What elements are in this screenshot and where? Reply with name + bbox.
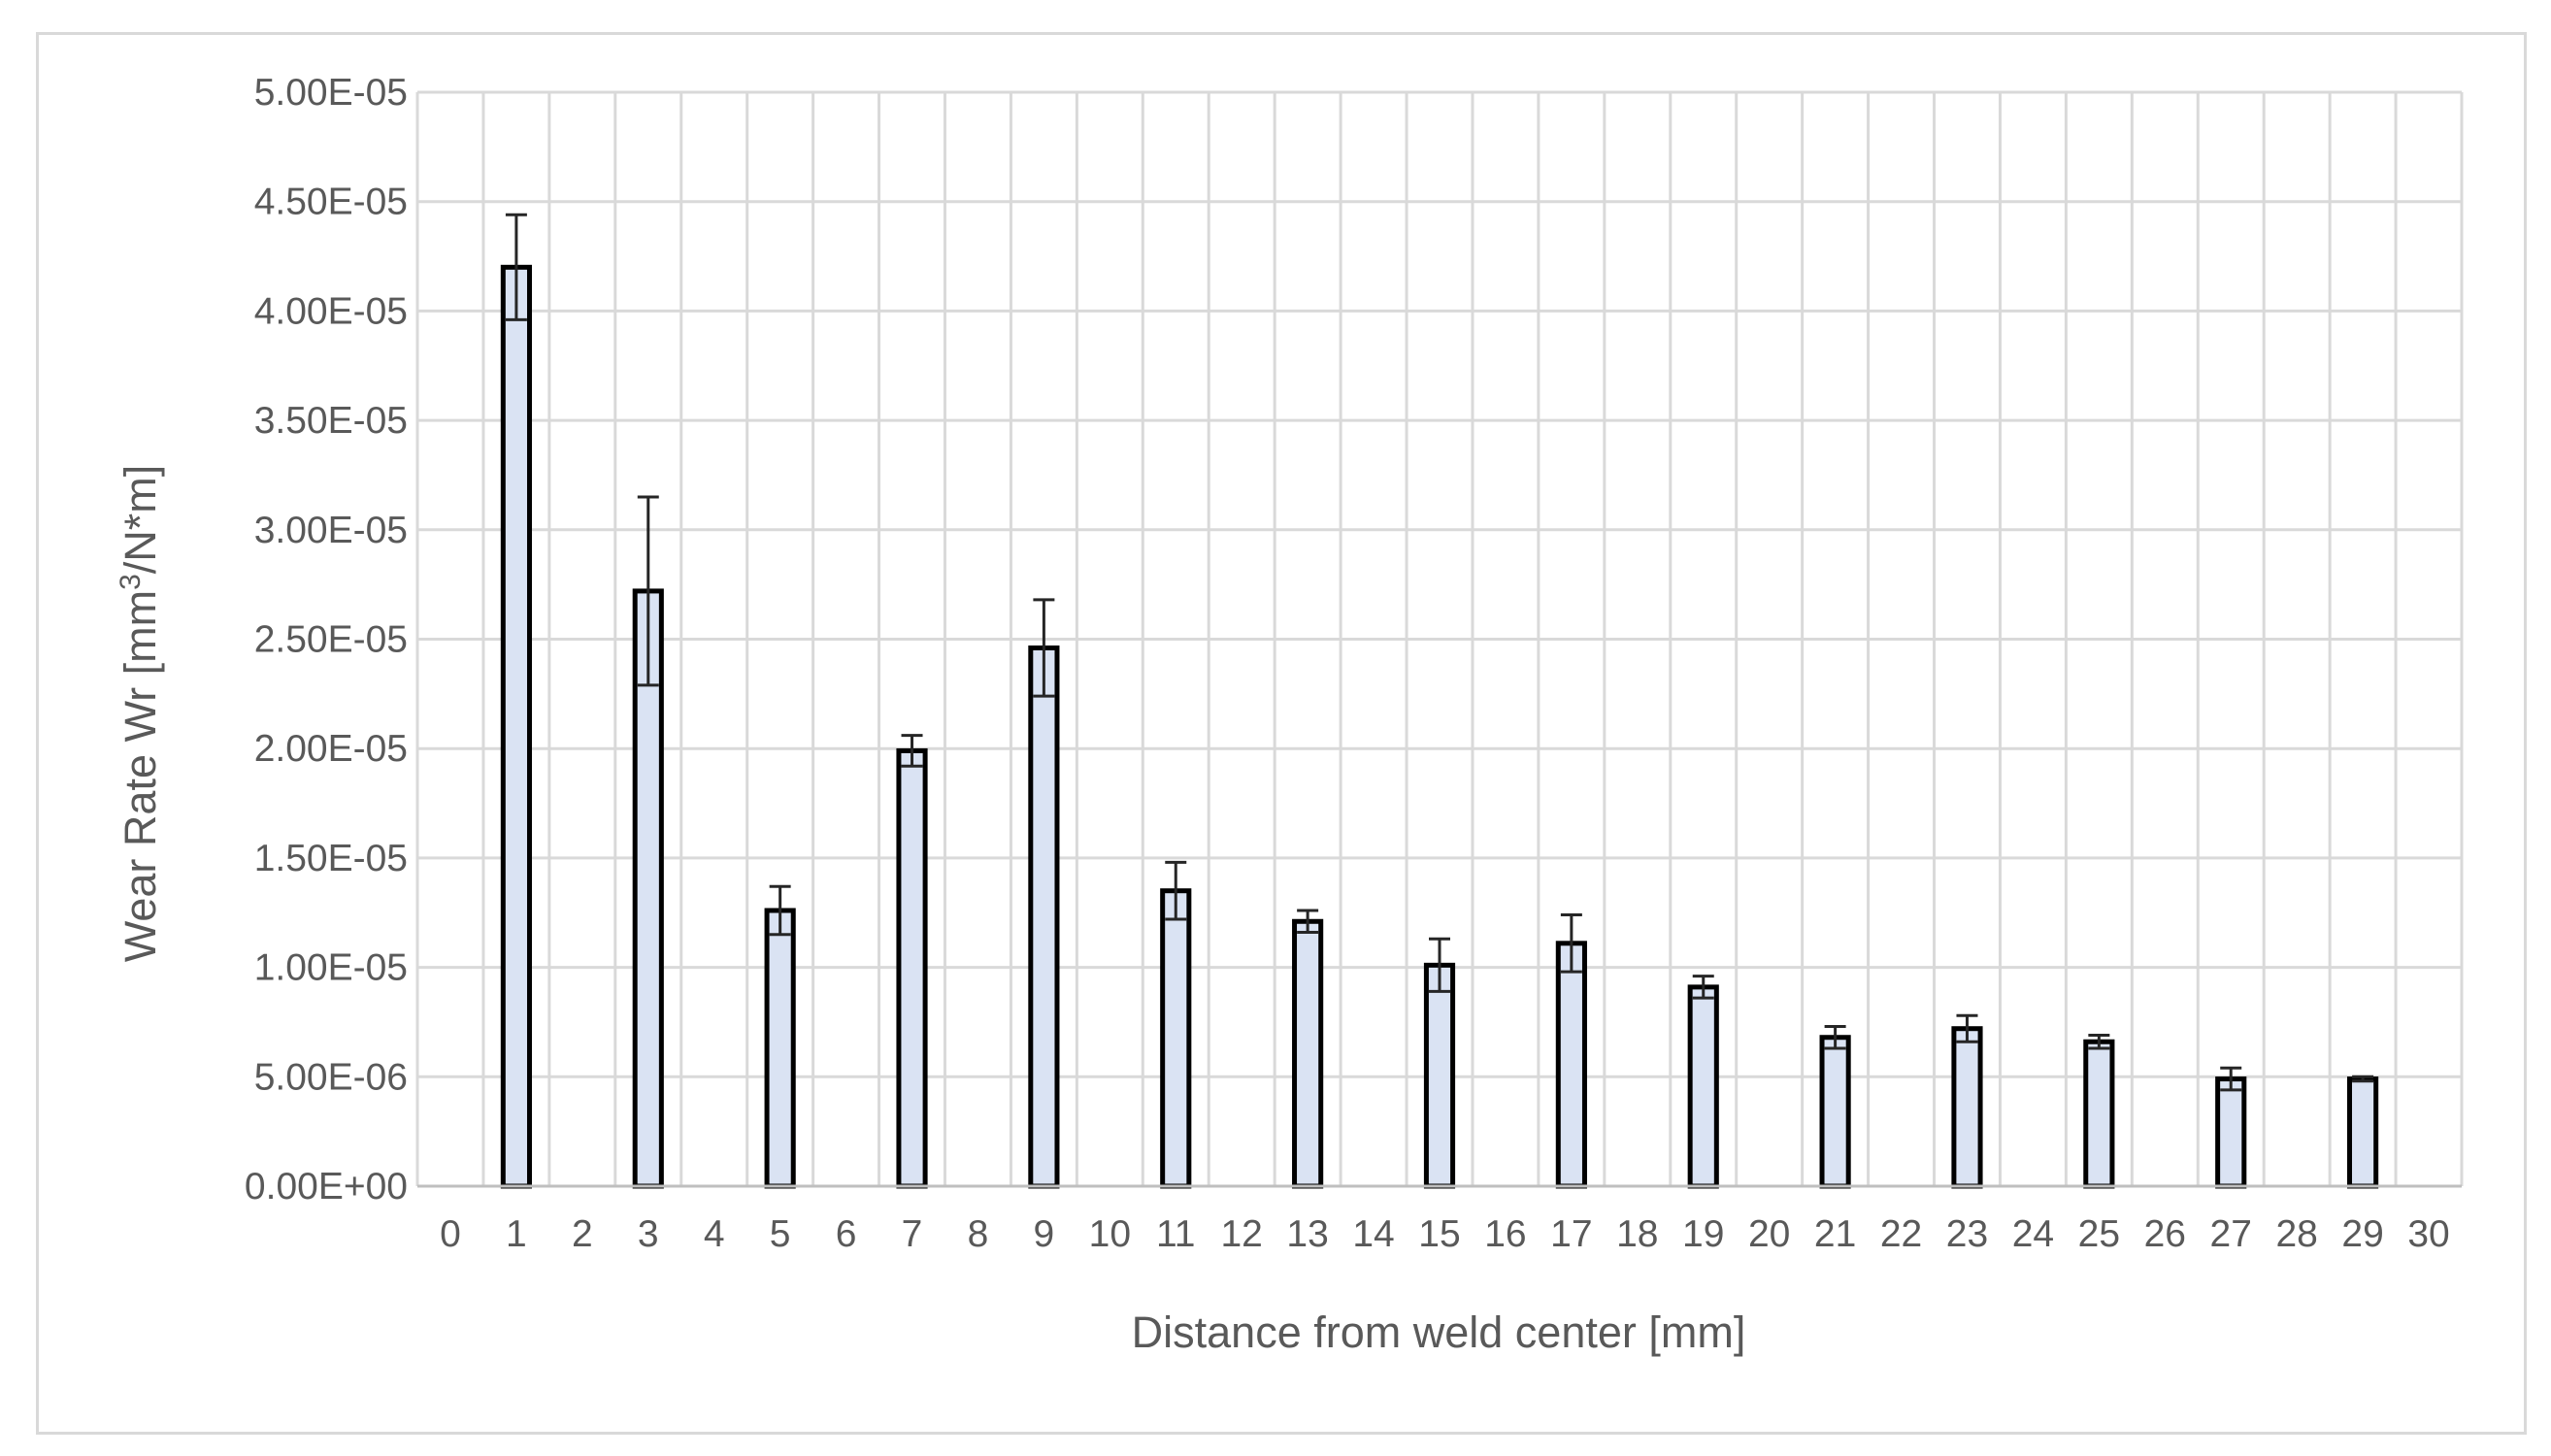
error-bar [1560,913,1582,974]
bar [2215,1076,2247,1189]
y-axis-title-superscript: 3 [115,574,147,590]
x-tick-label: 13 [1286,1213,1328,1255]
bar [632,588,664,1189]
error-bar [1692,975,1714,1000]
x-tick-label: 25 [2078,1213,2120,1255]
x-tick-label: 7 [902,1213,923,1255]
y-tick-label: 3.00E-05 [254,510,408,551]
y-tick-label: 1.50E-05 [254,838,408,879]
error-bar [769,884,791,937]
y-tick-label: 5.00E-06 [254,1056,408,1098]
x-tick-label: 6 [836,1213,857,1255]
bar [1028,645,1060,1189]
bar [1160,888,1192,1189]
x-tick-label: 11 [1156,1213,1196,1255]
y-tick-label: 3.50E-05 [254,400,408,442]
y-tick-label: 4.50E-05 [254,182,408,223]
error-bar [1165,860,1187,921]
error-bar [901,734,923,768]
x-axis-title: Distance from weld center [mm] [1132,1307,1746,1357]
x-tick-label: 28 [2275,1213,2317,1255]
x-tick-label: 4 [704,1213,725,1255]
y-axis-title-main: Wear Rate Wr [mm [116,590,165,962]
x-tick-label: 27 [2210,1213,2252,1255]
x-tick-label: 5 [770,1213,791,1255]
bar [2083,1039,2115,1189]
x-tick-label: 29 [2341,1213,2383,1255]
bar [1555,941,1587,1189]
x-tick-label: 21 [1814,1213,1856,1255]
bar [1951,1026,1983,1189]
error-bar [1033,598,1055,698]
error-bar [1297,909,1319,935]
x-tick-label: 24 [2012,1213,2054,1255]
gridlines [415,90,2464,1186]
bar [1423,962,1456,1189]
x-tick-label: 23 [1946,1213,1988,1255]
x-tick-label: 3 [638,1213,659,1255]
error-bar [1824,1024,1846,1050]
bar [2347,1076,2379,1189]
x-tick-label: 9 [1034,1213,1055,1255]
x-tick-label: 19 [1682,1213,1724,1255]
x-tick-label: 22 [1880,1213,1922,1255]
bar [1687,984,1719,1189]
x-tick-label: 2 [572,1213,593,1255]
error-bar [505,213,527,321]
y-axis-tick-labels: 0.00E+00 5.00E-06 1.00E-05 1.50E-05 2.00E-05… [245,72,408,1208]
bar [500,264,532,1189]
x-tick-label: 17 [1550,1213,1592,1255]
error-bar [2220,1066,2242,1092]
y-axis-title-tail: /N*m] [116,465,165,575]
x-tick-label: 30 [2407,1213,2449,1255]
x-tick-label: 15 [1418,1213,1460,1255]
x-tick-label: 18 [1616,1213,1658,1255]
x-tick-label: 8 [968,1213,989,1255]
y-tick-label: 0.00E+00 [245,1166,408,1208]
x-tick-label: 1 [506,1213,527,1255]
error-bar [637,495,659,687]
y-tick-label: 2.00E-05 [254,728,408,770]
error-bars [505,213,2374,1092]
y-axis-title: Wear Rate Wr [mm3/N*m] [115,465,165,963]
x-tick-label: 20 [1748,1213,1790,1255]
error-bar [1956,1013,1978,1043]
x-tick-label: 14 [1352,1213,1394,1255]
error-bar [1429,937,1450,993]
y-tick-label: 2.50E-05 [254,619,408,661]
chart-frame [36,32,2527,1435]
y-tick-label: 1.00E-05 [254,947,408,989]
x-tick-label: 16 [1484,1213,1526,1255]
y-tick-label: 5.00E-05 [254,72,408,114]
y-tick-label: 4.00E-05 [254,290,408,332]
bar [764,908,796,1189]
bar [1292,918,1324,1189]
error-bar [2352,1075,2374,1083]
x-tick-label: 26 [2144,1213,2186,1255]
bar [896,747,928,1189]
bar [1819,1035,1851,1189]
x-tick-label: 10 [1089,1213,1131,1255]
x-tick-label: 0 [440,1213,461,1255]
error-bar [2088,1033,2110,1050]
x-tick-label: 12 [1220,1213,1262,1255]
x-axis-tick-labels: 0 1 2 3 4 5 6 7 8 9 10 11 12 13 14 15 16 17 18 19 20 21 22 23 24… [440,1213,2450,1255]
